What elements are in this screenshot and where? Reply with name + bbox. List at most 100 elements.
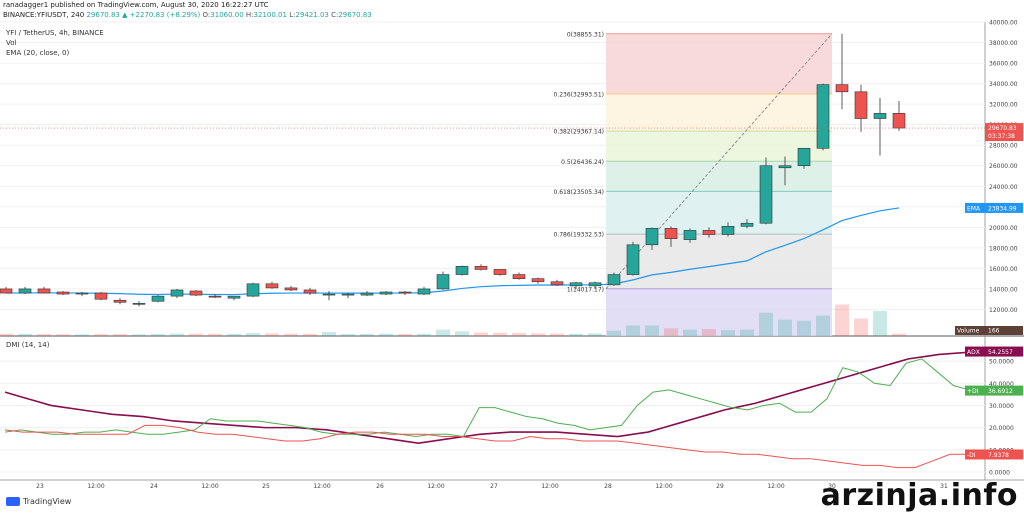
countdown-label: 03:37:38 xyxy=(988,133,1015,140)
volume-tag xyxy=(955,326,985,335)
price-tick-label: 26000.00 xyxy=(989,163,1018,170)
time-tick-label: 27 xyxy=(490,483,498,490)
dmi-series-name: ADX xyxy=(967,349,980,356)
dmi-tick-label: 40.0000 xyxy=(989,381,1014,388)
candle-body xyxy=(474,266,488,270)
price-tick-label: 38000.00 xyxy=(989,40,1018,47)
dmi-value-label: 54.2557 xyxy=(988,349,1013,356)
candle-body xyxy=(531,278,545,283)
candle-body xyxy=(303,289,317,294)
time-tick-label: 24 xyxy=(150,483,158,490)
time-tick-label: 30 xyxy=(828,483,836,490)
candle-body xyxy=(645,228,659,246)
volume-bar xyxy=(75,334,89,336)
volume-bar xyxy=(18,333,32,336)
dmi-series-tag xyxy=(965,449,985,460)
candle-body xyxy=(265,283,279,289)
low-label: L: xyxy=(289,11,296,19)
candle-body xyxy=(702,230,716,235)
fib-level-label: 0.786(19332.53) xyxy=(554,232,605,239)
ema-value-tag xyxy=(985,202,1023,213)
volume-bar xyxy=(721,330,735,336)
fib-zone xyxy=(606,33,832,94)
time-tick-label: 12:00 xyxy=(201,483,218,490)
candle-body xyxy=(246,283,260,297)
last-price-label: 29670.83 xyxy=(988,125,1017,132)
candle-body xyxy=(56,291,70,295)
candle-body xyxy=(284,287,298,291)
volume-bar xyxy=(227,333,241,336)
dmi-tick-label: 20.0000 xyxy=(989,425,1014,432)
price-tick-label: 32000.00 xyxy=(989,102,1018,109)
volume-bar xyxy=(493,332,507,336)
tradingview-logo[interactable]: TradingView xyxy=(6,497,71,506)
candle-body xyxy=(455,266,469,275)
legend-volume[interactable]: Vol xyxy=(6,39,17,47)
last-price-tag xyxy=(985,123,1023,142)
symbol-interval: BINANCE:YFIUSDT, 240 xyxy=(3,11,85,19)
time-tick-label: 12:00 xyxy=(541,483,558,490)
candle-body xyxy=(398,291,412,294)
candle-body xyxy=(322,293,336,296)
volume-bar xyxy=(873,310,887,336)
candle-body xyxy=(873,113,887,119)
dmi-series-tag xyxy=(965,346,985,357)
volume-bar xyxy=(398,333,412,336)
volume-bar xyxy=(645,325,659,336)
volume-bar xyxy=(208,333,222,336)
volume-bar xyxy=(816,315,830,336)
volume-bar xyxy=(664,328,678,336)
legend-dmi[interactable]: DMI (14, 14) xyxy=(6,341,50,349)
candle-body xyxy=(854,91,868,119)
price-tick-label: 14000.00 xyxy=(989,286,1018,293)
candle-body xyxy=(778,165,792,169)
fib-zone xyxy=(606,93,832,132)
candle-body xyxy=(512,274,526,279)
candle-body xyxy=(379,291,393,295)
candle-body xyxy=(493,269,507,275)
legend-symbol[interactable]: YFI / TetherUS, 4h, BINANCE xyxy=(6,29,104,37)
time-tick-label: 12:00 xyxy=(87,483,104,490)
ohlc-header: BINANCE:YFIUSDT, 240 29670.83 ▲ +2270.83… xyxy=(3,11,372,19)
tradingview-logo-icon xyxy=(6,497,20,506)
volume-bar xyxy=(417,333,431,336)
candle-body xyxy=(94,292,108,300)
dmi-series-tag xyxy=(965,385,985,396)
time-tick-label: 29 xyxy=(716,483,724,490)
dmi-series-name: -DI xyxy=(967,452,976,459)
time-tick-label: 26 xyxy=(376,483,384,490)
candle-body xyxy=(189,290,203,296)
volume-bar xyxy=(740,329,754,336)
candle-body xyxy=(759,165,773,224)
dmi-series-line xyxy=(4,424,986,469)
volume-bar xyxy=(797,320,811,336)
candle-body xyxy=(721,226,735,235)
candle-body xyxy=(75,292,89,295)
volume-bar xyxy=(132,334,146,336)
volume-bar xyxy=(607,330,621,336)
time-tick-label: 23 xyxy=(36,483,44,490)
volume-bar xyxy=(360,333,374,336)
volume-bar xyxy=(113,334,127,336)
fib-zone xyxy=(606,131,832,162)
dmi-tick-label: 0.0000 xyxy=(989,470,1010,477)
price-change: 29670.83 ▲ +2270.83 (+8.29%) xyxy=(86,11,201,19)
dmi-series-name: +DI xyxy=(967,388,979,395)
volume-tag-label: Volume xyxy=(957,328,980,335)
fib-level-label: 1(14017.17) xyxy=(567,286,604,293)
volume-bar xyxy=(778,319,792,336)
volume-value-label: 166 xyxy=(988,328,1000,335)
volume-bar xyxy=(892,333,906,336)
dmi-tick-label: 50.0000 xyxy=(989,359,1014,366)
price-tick-label: 40000.00 xyxy=(989,20,1018,27)
volume-bar xyxy=(626,325,640,336)
candle-body xyxy=(797,147,811,167)
volume-bar xyxy=(436,329,450,336)
open-value: 31060.00 xyxy=(210,11,244,19)
candle-body xyxy=(360,292,374,296)
time-tick-label: 25 xyxy=(262,483,270,490)
legend-ema[interactable]: EMA (20, close, 0) xyxy=(6,49,70,57)
open-label: O: xyxy=(202,11,211,19)
candle-body xyxy=(151,295,165,302)
